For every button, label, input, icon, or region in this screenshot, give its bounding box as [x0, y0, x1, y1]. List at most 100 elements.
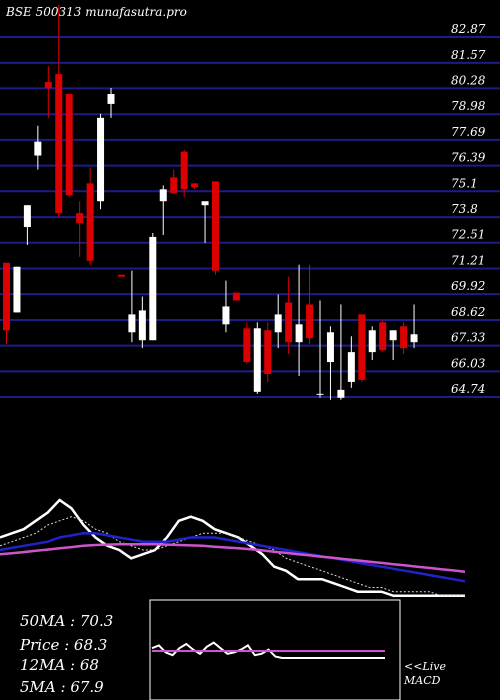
candle	[317, 300, 324, 397]
ma12-label: 12MA : 68	[20, 656, 99, 674]
candle	[97, 114, 104, 209]
candle-body	[348, 352, 355, 382]
y-tick-label: 71.21	[451, 254, 485, 268]
candle	[327, 326, 334, 399]
candle-body	[139, 310, 146, 340]
y-tick-label: 78.98	[451, 99, 486, 113]
candle-body	[411, 334, 418, 342]
live-link[interactable]: <<Live	[404, 660, 446, 673]
y-tick-label: 64.74	[451, 382, 485, 396]
candle-body	[254, 328, 261, 392]
candle	[181, 150, 188, 198]
candle-body	[24, 205, 31, 227]
y-tick-label: 75.1	[451, 176, 478, 190]
ma50-label: 50MA : 70.3	[20, 612, 113, 630]
candle-body	[66, 94, 73, 195]
candle	[212, 181, 219, 274]
y-tick-label: 80.28	[451, 73, 486, 87]
ma-series-line	[0, 533, 465, 581]
candle-body	[202, 201, 209, 205]
candle-body	[191, 183, 198, 187]
candle-body	[285, 302, 292, 342]
candle	[160, 185, 167, 235]
candle	[170, 169, 177, 193]
candle-body	[264, 330, 271, 374]
y-tick-label: 69.92	[451, 279, 485, 293]
moving-average-panel	[0, 500, 465, 596]
candles	[3, 5, 418, 400]
candle-body	[13, 267, 20, 313]
candle	[128, 271, 135, 342]
y-tick-label: 77.69	[451, 125, 486, 139]
y-tick-label: 82.87	[451, 22, 486, 36]
candle-body	[149, 237, 156, 340]
candle	[34, 126, 41, 170]
candle-body	[118, 275, 125, 277]
candle-body	[275, 314, 282, 332]
y-tick-label: 73.8	[451, 202, 478, 216]
ma-series-line	[0, 544, 465, 572]
candle	[149, 233, 156, 340]
candle-body	[327, 332, 334, 362]
candle	[358, 314, 365, 382]
candle-body	[181, 152, 188, 190]
chart-title: BSE 500313 munafasutra.pro	[5, 5, 187, 19]
candle	[400, 322, 407, 354]
ma-series-line	[0, 517, 465, 596]
candle	[243, 322, 250, 364]
candle-body	[87, 183, 94, 260]
y-tick-label: 72.51	[451, 228, 485, 242]
candle-body	[128, 314, 135, 332]
candle	[45, 66, 52, 118]
macd-label: MACD	[404, 674, 440, 687]
candle-body	[222, 306, 229, 324]
candle	[3, 263, 10, 344]
ma5-label: 5MA : 67.9	[20, 678, 104, 696]
candle	[76, 201, 83, 257]
y-tick-label: 68.62	[451, 305, 485, 319]
candle	[337, 304, 344, 399]
candle	[66, 94, 73, 197]
candle-body	[160, 189, 167, 201]
candle-body	[400, 326, 407, 348]
candle	[275, 295, 282, 349]
candle-body	[97, 118, 104, 201]
candle-body	[306, 304, 313, 338]
price-label: Price : 68.3	[20, 636, 107, 654]
candle-body	[108, 94, 115, 104]
candle-body	[45, 82, 52, 88]
candle-body	[233, 293, 240, 301]
candle	[139, 297, 146, 349]
candle-body	[369, 330, 376, 352]
candle-body	[296, 324, 303, 342]
candle	[13, 267, 20, 313]
candle	[306, 265, 313, 344]
candle	[222, 281, 229, 333]
candle-body	[390, 330, 397, 340]
y-tick-label: 66.03	[451, 356, 486, 370]
candle	[369, 326, 376, 360]
candle	[254, 322, 261, 393]
candle	[118, 275, 125, 277]
candle-body	[55, 74, 62, 213]
candle	[191, 183, 198, 189]
candle	[233, 293, 240, 301]
candle	[348, 336, 355, 388]
candle-body	[34, 142, 41, 156]
candle	[411, 304, 418, 348]
candle-body	[317, 394, 324, 395]
candle	[87, 167, 94, 264]
y-tick-label: 67.33	[451, 331, 486, 345]
y-tick-label: 76.39	[451, 151, 486, 165]
candle-body	[358, 314, 365, 380]
candle-body	[3, 263, 10, 331]
candle-body	[379, 322, 386, 350]
price-axis: 82.87 81.57 80.28 78.98 77.69 76.39 75.1 73.8 72…	[451, 22, 486, 396]
candle	[379, 320, 386, 352]
candle-body	[212, 181, 219, 270]
candle-body	[76, 213, 83, 223]
candle	[264, 322, 271, 382]
candle-body	[170, 177, 177, 193]
candle-body	[243, 328, 250, 362]
